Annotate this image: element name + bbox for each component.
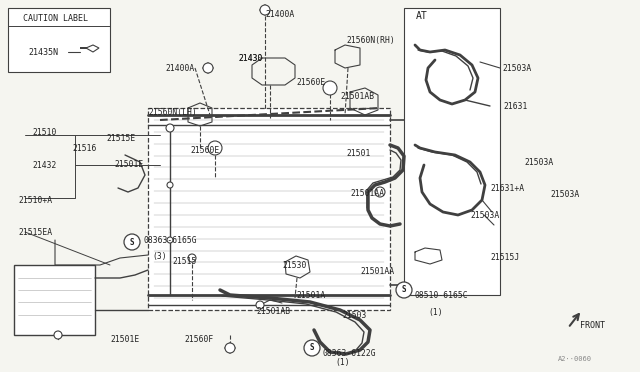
Polygon shape (80, 45, 99, 52)
Text: 21560N(RH): 21560N(RH) (346, 35, 395, 45)
Circle shape (203, 63, 213, 73)
Text: 21503A: 21503A (470, 211, 499, 219)
Text: 21503A: 21503A (524, 157, 553, 167)
Circle shape (167, 182, 173, 188)
Text: 21516: 21516 (72, 144, 97, 153)
Text: (3): (3) (152, 253, 166, 262)
Text: 21515: 21515 (172, 257, 196, 266)
Text: 21503: 21503 (342, 311, 366, 321)
Text: 21560E: 21560E (296, 77, 325, 87)
Text: (1): (1) (428, 308, 443, 317)
Text: 21501E: 21501E (114, 160, 143, 169)
Text: 21400A: 21400A (265, 10, 294, 19)
Circle shape (167, 237, 173, 243)
Text: 21515J: 21515J (490, 253, 519, 263)
Bar (404, 8, 500, 295)
Bar (8, 8, 110, 72)
Text: 08363-6122G: 08363-6122G (323, 349, 376, 357)
Text: 21631: 21631 (503, 102, 527, 110)
Bar (148, 108, 390, 310)
Text: 21631+A: 21631+A (490, 183, 524, 192)
Text: 21560E: 21560E (190, 145, 220, 154)
Text: 21515EA: 21515EA (18, 228, 52, 237)
Text: 21503A: 21503A (502, 64, 531, 73)
Text: 21400A: 21400A (165, 64, 195, 73)
Text: 21530: 21530 (282, 260, 307, 269)
Circle shape (260, 5, 270, 15)
Text: CAUTION LABEL: CAUTION LABEL (22, 13, 88, 22)
Text: 21501E: 21501E (110, 336, 140, 344)
Text: S: S (130, 237, 134, 247)
Text: 08363-6165G: 08363-6165G (144, 235, 198, 244)
Text: 21435N: 21435N (28, 48, 58, 57)
Circle shape (208, 141, 222, 155)
Circle shape (304, 340, 320, 356)
Text: A2··0060: A2··0060 (558, 356, 592, 362)
Circle shape (188, 254, 196, 262)
Text: 21430: 21430 (238, 54, 262, 62)
Text: AT: AT (416, 11, 428, 21)
Text: 21430: 21430 (238, 54, 262, 62)
Bar (14, 265, 95, 335)
Text: 21560F: 21560F (184, 336, 213, 344)
Circle shape (375, 187, 385, 197)
Circle shape (396, 282, 412, 298)
Circle shape (225, 343, 235, 353)
Text: 08510-6165C: 08510-6165C (415, 292, 468, 301)
Text: 21501AA: 21501AA (350, 189, 384, 198)
Text: 21501A: 21501A (296, 292, 325, 301)
Text: 21510: 21510 (32, 128, 56, 137)
Circle shape (124, 234, 140, 250)
Text: 21503A: 21503A (550, 189, 579, 199)
Text: 21515E: 21515E (106, 134, 135, 142)
Text: (1): (1) (335, 359, 349, 368)
Text: 21510+A: 21510+A (18, 196, 52, 205)
Text: 21560N(LH): 21560N(LH) (148, 108, 196, 116)
Circle shape (166, 124, 174, 132)
Text: 21501: 21501 (346, 148, 371, 157)
Text: S: S (402, 285, 406, 295)
Circle shape (54, 331, 62, 339)
Text: 21501AA: 21501AA (360, 267, 394, 276)
Text: FRONT: FRONT (580, 321, 605, 330)
Text: 21501AB: 21501AB (340, 92, 374, 100)
Text: 21432: 21432 (32, 160, 56, 170)
Text: 21501AB: 21501AB (256, 308, 290, 317)
Text: S: S (310, 343, 314, 353)
Circle shape (323, 81, 337, 95)
Circle shape (256, 301, 264, 309)
